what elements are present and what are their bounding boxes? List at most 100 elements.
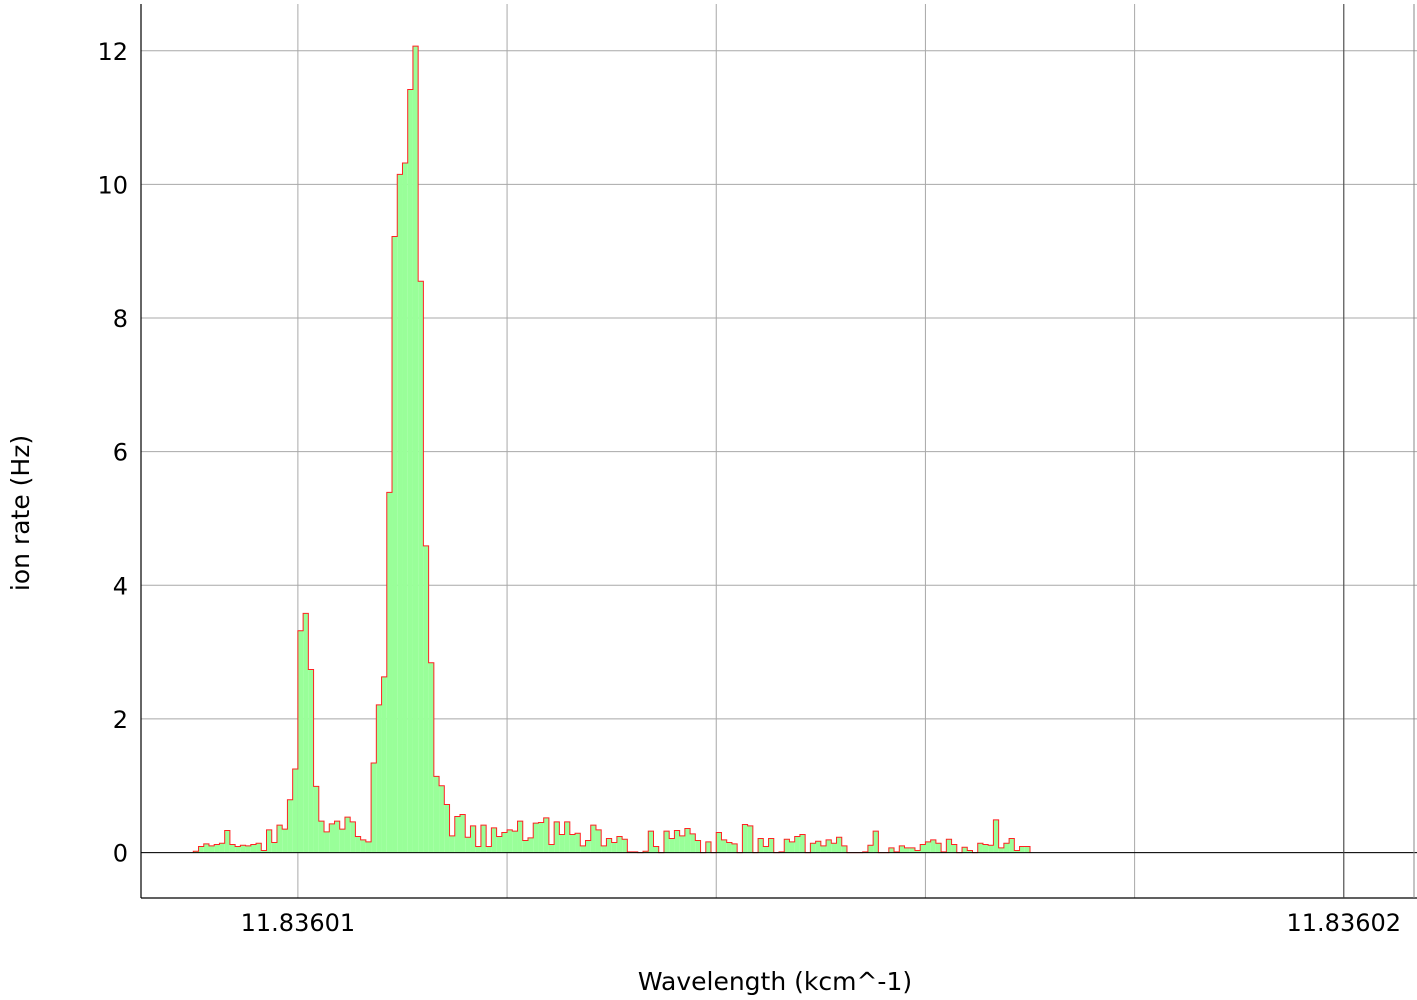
histogram-bar bbox=[559, 834, 565, 853]
histogram-bar bbox=[287, 799, 293, 853]
histogram-bar bbox=[909, 847, 915, 853]
histogram-bar bbox=[344, 817, 351, 853]
histogram-bar bbox=[365, 841, 372, 853]
x-tick-labels: 11.83601 11.83602 bbox=[241, 909, 1401, 937]
histogram-bar bbox=[569, 834, 576, 853]
histogram-bar bbox=[214, 844, 220, 853]
histogram-bar bbox=[308, 669, 314, 853]
histogram-bar bbox=[324, 831, 330, 853]
histogram-bar bbox=[684, 828, 691, 853]
histogram-outline bbox=[192, 45, 1031, 854]
histogram-bar bbox=[768, 838, 774, 853]
histogram-bar bbox=[486, 846, 492, 853]
histogram-bar bbox=[376, 704, 382, 853]
histogram-bar bbox=[480, 825, 487, 853]
histogram-bar bbox=[527, 837, 534, 853]
y-tick-label: 10 bbox=[97, 171, 128, 199]
y-tick-label: 4 bbox=[113, 572, 128, 600]
histogram-bar bbox=[930, 839, 936, 853]
histogram-bar bbox=[392, 236, 398, 853]
histogram-bar bbox=[522, 840, 528, 853]
histogram-bar bbox=[386, 492, 393, 853]
y-tick-label: 2 bbox=[113, 706, 128, 734]
histogram-bar bbox=[496, 836, 502, 853]
histogram-bar bbox=[674, 830, 680, 853]
histogram-bar bbox=[653, 846, 659, 853]
histogram-bar bbox=[193, 851, 199, 853]
histogram-bar bbox=[831, 843, 837, 853]
y-tick-labels: 0 2 4 6 8 10 12 bbox=[97, 38, 128, 868]
histogram-bar bbox=[548, 844, 555, 853]
histogram-bar bbox=[925, 841, 931, 853]
histogram-bar bbox=[266, 829, 272, 853]
histogram-bar bbox=[538, 822, 544, 853]
histogram-bar bbox=[726, 842, 732, 853]
histogram-bar bbox=[407, 89, 413, 853]
histogram-bar bbox=[250, 844, 257, 853]
histogram-bar bbox=[951, 844, 957, 853]
histogram-bar bbox=[695, 840, 701, 853]
histogram-bar bbox=[789, 841, 795, 853]
histogram-bar bbox=[705, 841, 712, 853]
histogram-bar bbox=[229, 844, 236, 853]
histogram-bar bbox=[475, 846, 481, 853]
histogram-bar bbox=[418, 281, 424, 853]
histogram-bar bbox=[1024, 846, 1031, 853]
histogram-bar bbox=[564, 821, 570, 853]
histogram-bar bbox=[1014, 850, 1020, 853]
histogram-bar bbox=[507, 829, 513, 853]
histogram-bar bbox=[355, 836, 361, 853]
histogram-bar bbox=[491, 827, 497, 853]
histogram-bar bbox=[428, 662, 434, 853]
histogram-bar bbox=[841, 845, 847, 853]
histogram-bar bbox=[371, 763, 377, 853]
histogram-bar bbox=[282, 829, 288, 853]
histogram-bar bbox=[1003, 843, 1010, 853]
histogram-bar bbox=[716, 832, 722, 853]
histogram-bar bbox=[784, 839, 790, 853]
histogram-bar bbox=[224, 830, 230, 853]
histogram-bar bbox=[350, 821, 356, 853]
histogram-bar bbox=[543, 817, 549, 853]
histogram-bar bbox=[611, 842, 617, 853]
histogram-bar bbox=[820, 845, 827, 853]
histogram-bar bbox=[867, 845, 874, 853]
histogram-bar bbox=[826, 839, 832, 853]
histogram-bar bbox=[935, 843, 942, 853]
histogram-bar bbox=[815, 841, 821, 853]
histogram-bar bbox=[271, 842, 277, 853]
histogram-bar bbox=[235, 846, 241, 853]
histogram-bar bbox=[747, 825, 753, 853]
histogram-bar bbox=[914, 850, 921, 853]
histogram-bar bbox=[318, 821, 325, 853]
histogram-bar bbox=[982, 844, 989, 853]
y-tick-label: 0 bbox=[113, 840, 128, 868]
histogram-bar bbox=[261, 850, 267, 853]
histogram-bar bbox=[449, 835, 455, 853]
histogram-bar bbox=[721, 839, 727, 853]
histogram-bar bbox=[993, 819, 999, 853]
histogram-bar bbox=[758, 838, 764, 853]
histogram-bar bbox=[339, 829, 345, 853]
y-tick-label: 6 bbox=[113, 439, 128, 467]
histogram-bar bbox=[763, 846, 769, 853]
axes bbox=[140, 4, 1417, 899]
histogram-bar bbox=[601, 845, 607, 853]
histogram-bar bbox=[998, 847, 1004, 853]
grid-lines bbox=[141, 4, 1417, 898]
histogram-bar bbox=[423, 545, 429, 853]
histogram-bar bbox=[595, 829, 602, 853]
histogram-bar bbox=[920, 844, 926, 853]
histogram-bar bbox=[470, 825, 476, 853]
histogram-bar bbox=[575, 833, 581, 853]
histogram-bar bbox=[977, 843, 983, 853]
x-tick-label: 11.83602 bbox=[1287, 909, 1402, 937]
histogram-bar bbox=[643, 851, 649, 853]
histogram-bar bbox=[240, 845, 246, 853]
histogram-bars bbox=[193, 46, 1031, 853]
histogram-bar bbox=[454, 816, 460, 853]
histogram-bar bbox=[402, 163, 408, 853]
histogram-bar bbox=[580, 845, 586, 853]
histogram-bar bbox=[465, 837, 471, 853]
